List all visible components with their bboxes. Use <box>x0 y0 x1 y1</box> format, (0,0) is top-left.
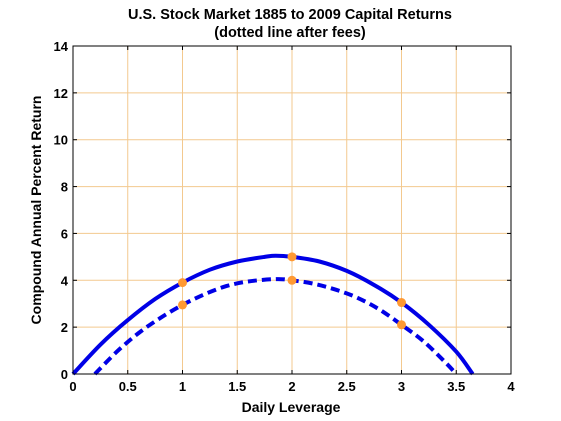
x-tick-label: 3 <box>398 379 405 394</box>
x-tick-label: 2 <box>288 379 295 394</box>
data-point-marker <box>397 298 406 308</box>
markers-layer <box>178 252 406 330</box>
y-tick-label: 6 <box>61 226 68 241</box>
grid <box>73 46 511 374</box>
y-tick-label: 10 <box>54 133 68 148</box>
after-fees-return-line <box>93 277 458 376</box>
return-line <box>71 253 475 376</box>
ticks: 0 0.5 1 1.5 2 2.5 3 3.5 4 0 2 4 6 8 10 12 14 <box>54 39 516 394</box>
y-tick-label: 0 <box>61 367 68 382</box>
x-tick-label: 0 <box>69 379 76 394</box>
y-tick-label: 14 <box>54 39 69 54</box>
x-tick-label: 0.5 <box>119 379 137 394</box>
x-tick-label: 1.5 <box>228 379 246 394</box>
y-tick-label: 12 <box>54 86 68 101</box>
data-point-marker <box>287 252 297 262</box>
data-point-marker <box>178 300 187 310</box>
x-axis-label: Daily Leverage <box>242 399 341 415</box>
chart-subtitle: (dotted line after fees) <box>214 25 366 41</box>
x-tick-label: 1 <box>179 379 186 394</box>
data-point-marker <box>178 278 187 288</box>
x-tick-label: 3.5 <box>447 379 465 394</box>
x-tick-label: 2.5 <box>338 379 356 394</box>
chart-title: U.S. Stock Market 1885 to 2009 Capital R… <box>128 7 452 23</box>
y-tick-label: 4 <box>61 273 69 288</box>
y-tick-label: 8 <box>61 180 68 195</box>
data-point-marker <box>287 275 297 285</box>
y-axis-label: Compound Annual Percent Return <box>28 96 44 325</box>
y-tick-label: 2 <box>61 320 68 335</box>
x-tick-label: 4 <box>507 379 515 394</box>
series-layer <box>71 253 475 376</box>
data-point-marker <box>397 320 406 330</box>
